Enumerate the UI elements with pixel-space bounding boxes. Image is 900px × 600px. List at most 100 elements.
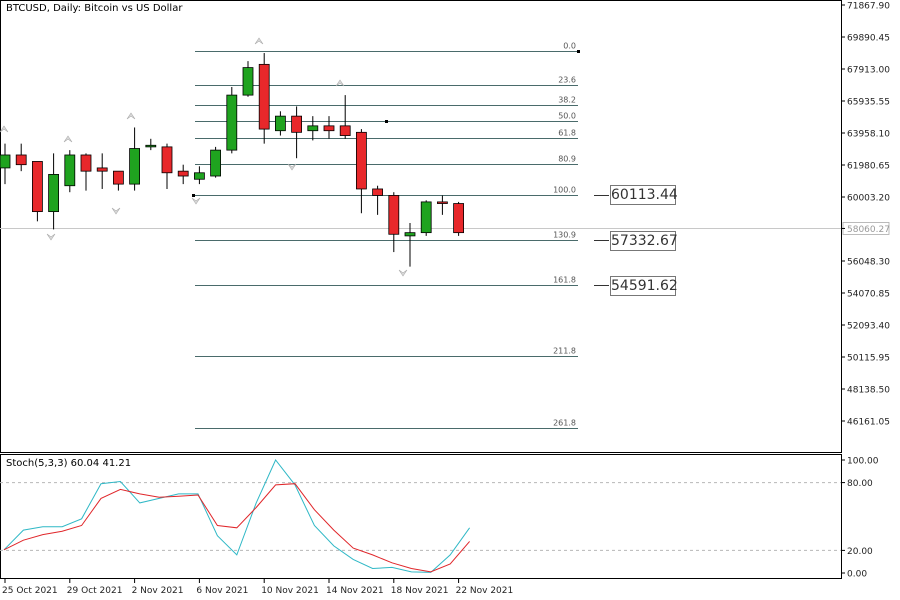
candle-body	[291, 115, 303, 133]
chart-title: BTCUSD, Daily: Bitcoin vs US Dollar	[6, 3, 183, 14]
y-tick-label: 65935.55	[847, 98, 890, 108]
y-tick-label: 58060.27	[847, 225, 890, 235]
candle-body	[177, 170, 189, 177]
stoch-indicator-title: Stoch(5,3,3) 60.04 41.21	[6, 458, 132, 469]
fib-level-label: 261.8	[553, 419, 576, 428]
x-tick-label: 29 Oct 2021	[67, 586, 123, 596]
x-tick-label: 2 Nov 2021	[132, 586, 184, 596]
y-tick-label: 54070.85	[847, 290, 890, 300]
price-label-fib-161[interactable]: 54591.62	[610, 276, 678, 296]
fractal-down-icon	[46, 233, 56, 241]
y-tick-label: 67913.00	[847, 66, 890, 76]
fib-midpoint	[385, 120, 388, 123]
fractal-down-icon	[111, 207, 121, 215]
candle-body	[145, 144, 157, 148]
stoch-axis-label: 80.00	[847, 479, 873, 489]
fib-level-label: 130.9	[553, 231, 576, 240]
fib-level-label: 50.0	[558, 112, 576, 121]
candle	[258, 53, 270, 144]
candle	[64, 150, 76, 193]
stoch-panel[interactable]	[0, 454, 842, 579]
candle-body	[226, 94, 238, 151]
stoch-signal-line	[3, 483, 470, 573]
candle-body	[48, 173, 59, 213]
candle	[161, 143, 173, 189]
x-tick-label: 18 Nov 2021	[391, 586, 449, 596]
candle	[274, 111, 286, 136]
price-label-fib-130[interactable]: 57332.67	[610, 231, 678, 251]
candle	[32, 161, 43, 222]
y-tick-label: 56048.30	[847, 258, 890, 268]
candle-body	[32, 161, 43, 213]
fib-level-label: 161.8	[553, 276, 576, 285]
candle	[177, 164, 189, 185]
candle-body	[453, 203, 465, 234]
fractal-down-icon	[398, 269, 408, 277]
fib-level-label: 38.2	[558, 96, 576, 105]
candle	[291, 106, 303, 159]
fractal-up-icon	[63, 135, 73, 143]
candle	[15, 143, 27, 172]
candle-body	[161, 146, 173, 174]
candle	[129, 127, 141, 191]
candle	[436, 195, 448, 215]
candle	[48, 153, 59, 230]
y-tick-label: 50115.95	[847, 354, 890, 364]
candle	[307, 116, 319, 141]
y-tick-label: 60003.20	[847, 194, 890, 204]
candle	[210, 146, 222, 178]
candle	[193, 166, 205, 185]
fib-level-label: 61.8	[558, 129, 576, 138]
candle-body	[15, 154, 27, 166]
y-tick-label: 69890.45	[847, 34, 890, 44]
candle-body	[0, 154, 11, 169]
y-tick-label: 71867.90	[847, 2, 890, 12]
candle	[372, 185, 384, 215]
x-tick-label: 6 Nov 2021	[196, 586, 248, 596]
candle-body	[80, 154, 92, 172]
stoch-axis-label: 0.00	[847, 570, 867, 580]
candle-body	[323, 125, 335, 132]
y-tick-label: 48138.50	[847, 386, 890, 396]
candle	[96, 153, 108, 189]
x-tick-label: 10 Nov 2021	[261, 586, 319, 596]
candle-body	[64, 154, 76, 187]
fib-anchor-point	[192, 194, 195, 197]
candle-body	[339, 125, 351, 136]
candle	[388, 192, 400, 253]
candle-body	[388, 195, 400, 235]
x-tick-label: 22 Nov 2021	[456, 586, 514, 596]
y-tick-label: 63958.10	[847, 130, 890, 140]
candle	[453, 201, 465, 236]
candle	[420, 200, 432, 236]
stoch-axis-label: 100.00	[847, 457, 879, 467]
candle-body	[96, 167, 108, 172]
candle	[355, 129, 367, 214]
candle	[80, 153, 92, 191]
fractal-down-icon	[191, 197, 201, 205]
candle	[113, 170, 124, 191]
fractal-up-icon	[335, 79, 345, 87]
y-tick-label: 52093.40	[847, 322, 890, 332]
x-tick-label: 14 Nov 2021	[326, 586, 384, 596]
candle-body	[355, 131, 367, 190]
candle	[404, 222, 416, 267]
candle-body	[307, 125, 319, 132]
candle	[0, 143, 11, 185]
fib-level-label: 23.6	[558, 76, 576, 85]
candle-body	[210, 149, 222, 177]
fractal-up-icon	[126, 112, 136, 120]
candle-body	[193, 172, 205, 180]
candle	[145, 138, 157, 151]
candle-body	[258, 63, 270, 130]
candle	[242, 61, 254, 97]
candle-body	[404, 232, 416, 237]
candle-body	[372, 188, 384, 196]
y-tick-label: 61980.65	[847, 162, 890, 172]
candle	[339, 95, 351, 139]
price-label-fib-100[interactable]: 60113.44	[610, 185, 678, 205]
candle-body	[436, 201, 448, 204]
fractal-up-icon	[254, 37, 264, 45]
candle-body	[113, 170, 124, 185]
